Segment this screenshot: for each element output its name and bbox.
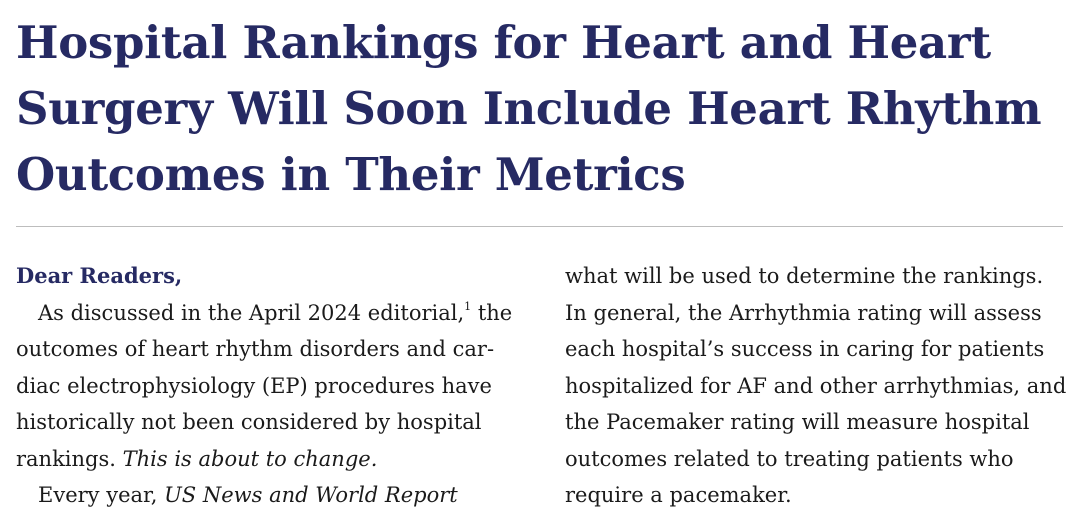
- right-line-1: what will be used to determine the ranki…: [565, 264, 1044, 288]
- paragraph-1-line-3: diac electrophysiology (EP) procedures h…: [16, 373, 492, 398]
- paragraph-1-line-2: outcomes of heart rhythm disorders and c…: [16, 337, 495, 361]
- right-column: what will be used to determine the ranki…: [565, 258, 1070, 514]
- right-line-2: In general, the Arrhythmia rating will a…: [565, 300, 1042, 325]
- paragraph-1-line-5: rankings. This is about to change.: [16, 441, 518, 478]
- paragraph-1-line-1: As discussed in the April 2024 editorial…: [16, 295, 518, 332]
- title-divider: [16, 226, 1063, 227]
- article-title: Hospital Rankings for Heart and Heart Su…: [16, 10, 1072, 208]
- text-segment: As discussed in the April 2024 editorial…: [38, 300, 465, 325]
- text-segment: the: [471, 300, 513, 325]
- paragraph-2-line-1: Every year, US News and World Report: [16, 477, 518, 514]
- text-segment: Every year,: [38, 483, 165, 507]
- emphasis-text: This is about to change.: [122, 446, 378, 471]
- paragraph-1-line-4: historically not been considered by hosp…: [16, 410, 482, 434]
- right-line-3: each hospital’s success in caring for pa…: [565, 337, 1045, 361]
- right-line-6: outcomes related to treating patients wh…: [565, 446, 1014, 471]
- text-segment: rankings.: [16, 446, 123, 471]
- title-line-1: Hospital Rankings for Heart and Heart: [16, 16, 991, 69]
- left-column: Dear Readers, As discussed in the April …: [16, 258, 518, 514]
- publication-name: US News and World Report: [164, 483, 458, 507]
- salutation: Dear Readers,: [16, 263, 183, 288]
- right-line-7: require a pacemaker.: [565, 483, 792, 507]
- reference-superscript[interactable]: 1: [464, 299, 472, 313]
- right-line-5: the Pacemaker rating will measure hospit…: [565, 410, 1030, 434]
- right-line-4: hospitalized for AF and other arrhythmia…: [565, 373, 1067, 398]
- title-line-3: Outcomes in Their Metrics: [16, 148, 686, 201]
- title-line-2: Surgery Will Soon Include Heart Rhythm: [16, 82, 1042, 135]
